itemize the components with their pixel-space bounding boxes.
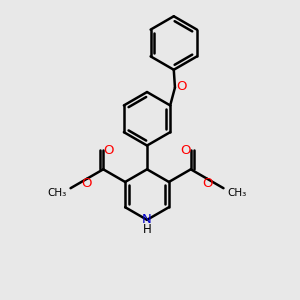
Text: H: H xyxy=(143,223,152,236)
Text: CH₃: CH₃ xyxy=(227,188,246,198)
Text: O: O xyxy=(202,177,213,190)
Text: O: O xyxy=(81,177,92,190)
Text: N: N xyxy=(142,213,152,226)
Text: O: O xyxy=(176,80,187,93)
Text: O: O xyxy=(180,143,191,157)
Text: CH₃: CH₃ xyxy=(48,188,67,198)
Text: O: O xyxy=(103,143,114,157)
